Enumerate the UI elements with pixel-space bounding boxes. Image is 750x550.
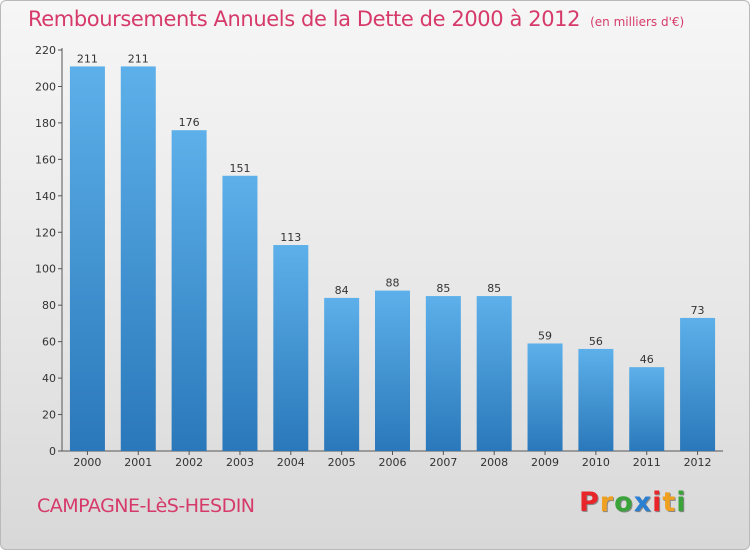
bar-2004 [273, 245, 309, 451]
logo-letter: r [599, 487, 615, 518]
y-tick-label: 60 [42, 336, 56, 349]
y-tick-label: 220 [35, 44, 56, 57]
proxiti-logo: Proxiti [579, 487, 687, 518]
logo-letter: i [676, 487, 687, 518]
bar-2002 [171, 130, 207, 451]
bar-2006 [375, 290, 410, 451]
axes: 0 20 40 60 80 100 120 140 160 180 200 220 2000 2001 20… [35, 44, 723, 469]
chart-title: Remboursements Annuels de la Dette de 20… [28, 7, 684, 31]
y-tick-label: 200 [35, 80, 56, 93]
x-tick-label: 2011 [633, 456, 661, 469]
x-tick-label: 2008 [480, 456, 508, 469]
title-text: Remboursements Annuels de la Dette de 20… [28, 7, 581, 31]
value-label: 46 [640, 353, 654, 366]
logo-letter: P [579, 487, 600, 518]
bar-2003 [222, 175, 258, 451]
city-name: CAMPAGNE-LèS-HESDIN [37, 495, 255, 517]
logo-letter: t [662, 487, 677, 518]
y-tick-label: 20 [42, 409, 56, 422]
x-tick-label: 2003 [226, 456, 254, 469]
x-tick-label: 2012 [684, 456, 712, 469]
x-tick-label: 2010 [582, 456, 610, 469]
x-tick-label: 2006 [379, 456, 407, 469]
unit-label: (en milliers d'€) [590, 15, 685, 29]
value-label: 176 [179, 116, 200, 129]
bar-2000 [69, 66, 105, 452]
value-label: 113 [280, 231, 301, 244]
bar-2005 [324, 297, 360, 451]
x-tick-label: 2007 [429, 456, 457, 469]
y-tick-label: 160 [35, 153, 56, 166]
value-label: 151 [229, 162, 250, 175]
value-label: 73 [691, 304, 705, 317]
bar-2008 [476, 296, 512, 451]
y-tick-label: 180 [35, 117, 56, 130]
y-tick-label: 0 [49, 445, 56, 458]
logo-letter: i [652, 487, 663, 518]
x-tick-label: 2009 [531, 456, 559, 469]
value-label: 211 [77, 52, 98, 65]
bar-2009 [527, 343, 563, 451]
value-label: 56 [589, 335, 603, 348]
x-tick-label: 2000 [73, 456, 101, 469]
y-tick-label: 120 [35, 226, 56, 239]
bars [69, 66, 716, 452]
y-tick-label: 140 [35, 190, 56, 203]
logo-letter: x [633, 487, 653, 518]
y-tick-label: 100 [35, 263, 56, 276]
value-label: 88 [386, 277, 400, 290]
logo-letter: o [614, 487, 634, 518]
x-tick-label: 2005 [328, 456, 356, 469]
bar-2010 [578, 348, 614, 451]
value-label: 85 [436, 282, 450, 295]
bar-2007 [425, 296, 461, 451]
x-tick-label: 2002 [175, 456, 203, 469]
value-label: 85 [487, 282, 501, 295]
value-labels: 211 211 176 151 113 84 88 85 85 59 56 46 73 [77, 52, 705, 366]
y-tick-label: 40 [42, 372, 56, 385]
bar-2001 [120, 66, 156, 452]
value-label: 84 [335, 284, 349, 297]
value-label: 211 [128, 52, 149, 65]
bar-2012 [680, 317, 716, 451]
x-tick-label: 2001 [124, 456, 152, 469]
value-label: 59 [538, 329, 552, 342]
y-tick-label: 80 [42, 299, 56, 312]
bar-2011 [629, 367, 665, 451]
x-tick-label: 2004 [277, 456, 305, 469]
